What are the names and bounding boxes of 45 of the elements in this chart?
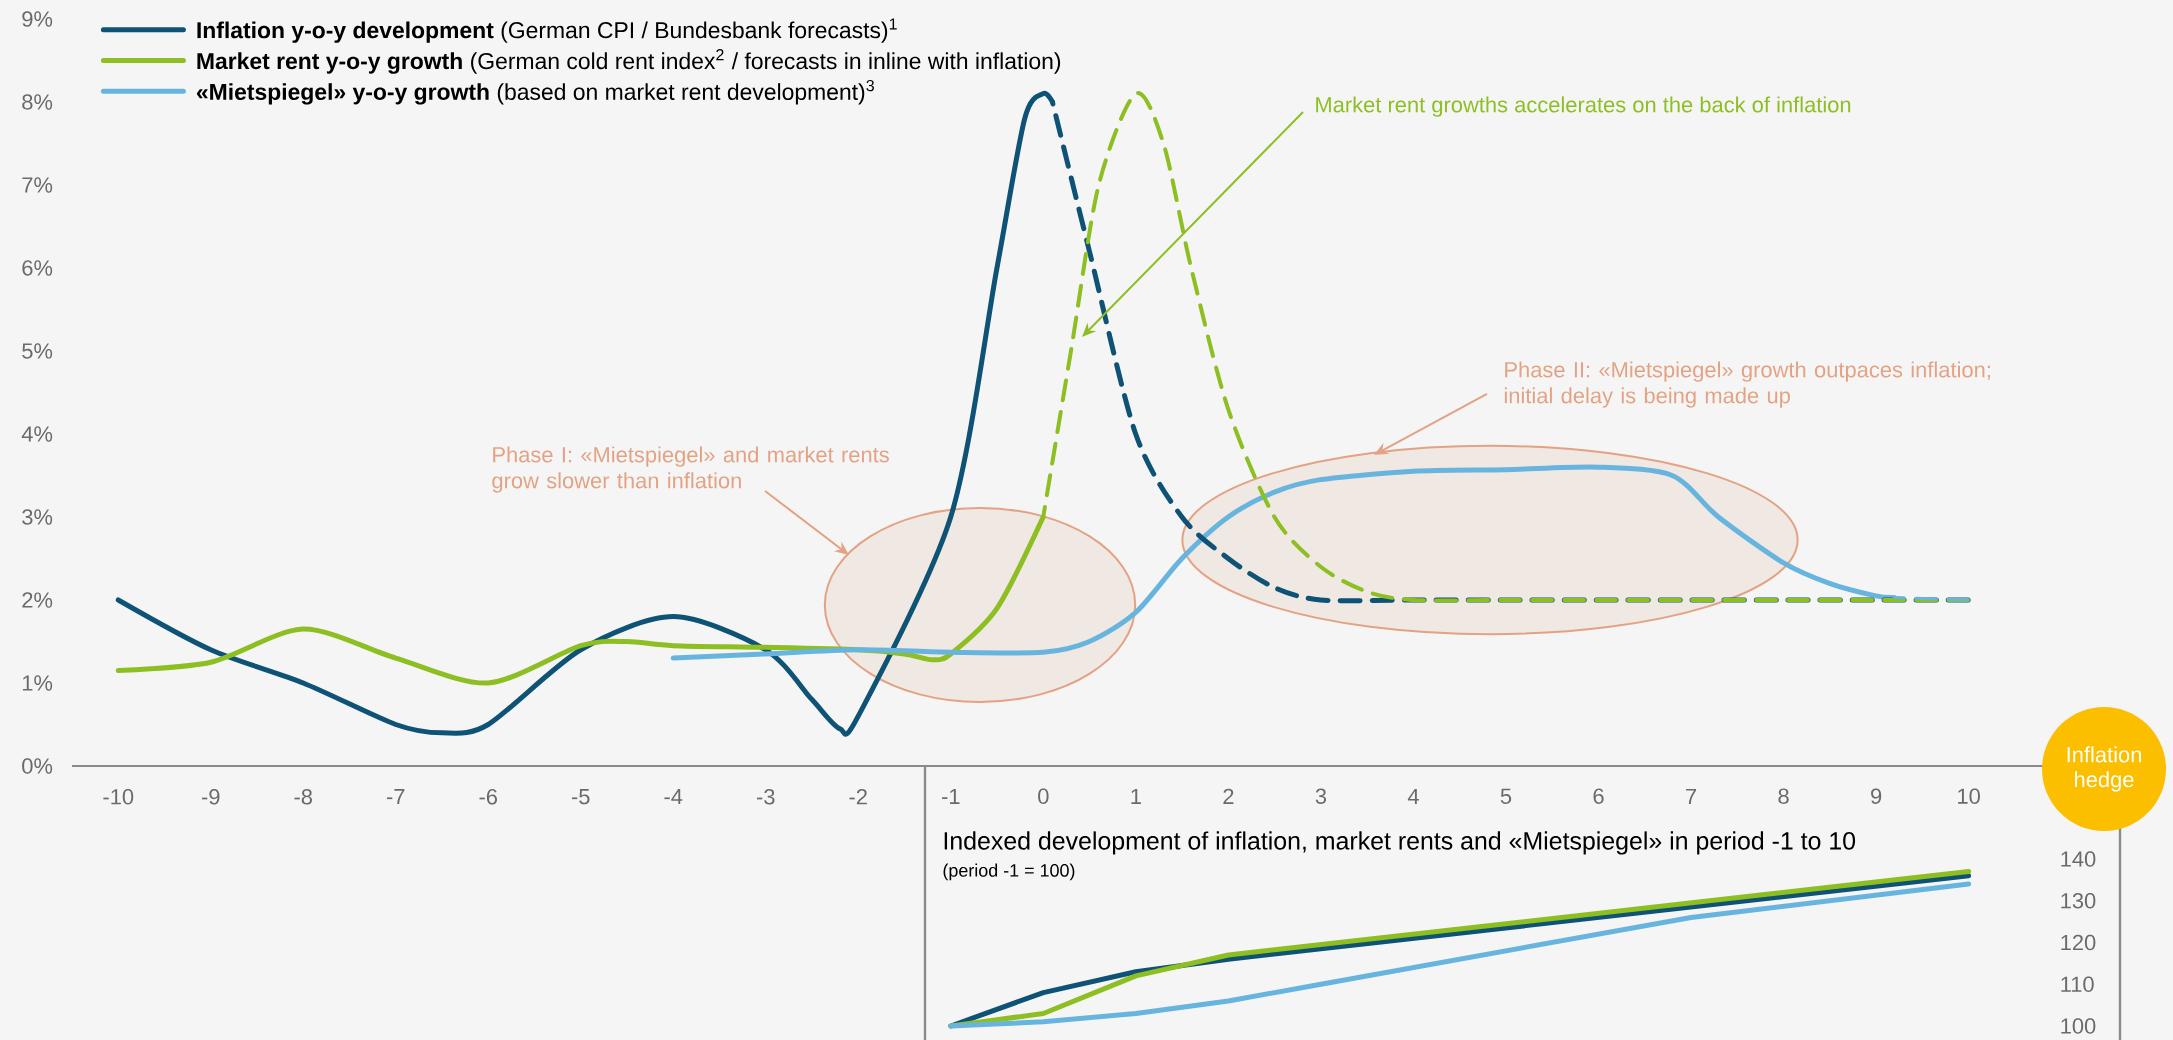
x-tick-label: 4 — [1407, 788, 1419, 804]
x-tick-label: 8 — [1778, 788, 1789, 804]
y-tick-label: 140 — [2061, 851, 2096, 867]
y-tick-label: 120 — [2061, 934, 2096, 951]
y-tick-label: 9% — [22, 11, 53, 27]
x-tick-label: 0 — [1038, 788, 1049, 804]
y-tick-label: 6% — [22, 260, 53, 276]
x-tick-label: -5 — [571, 789, 590, 805]
legend-label: Inflation y-o-y development (German CPI / Bundesbank forecasts)$^{1}$ — [197, 18, 897, 43]
x-tick-label: -9 — [201, 789, 220, 805]
y-tick-label: 2% — [22, 592, 53, 608]
y-tick-label: 3% — [22, 509, 53, 525]
y-tick-label: 100 — [2061, 1018, 2096, 1034]
y-tick-label: 0% — [22, 758, 53, 774]
x-tick-label: -10 — [103, 789, 134, 805]
x-tick-label: -3 — [756, 789, 775, 805]
x-tick-label: 1 — [1131, 788, 1141, 804]
y-tick-label: 5% — [22, 343, 53, 359]
y-tick-label: 1% — [22, 675, 53, 691]
x-tick-label: -2 — [849, 789, 867, 805]
x-tick-label: 3 — [1315, 788, 1327, 804]
x-tick-label: 7 — [1686, 788, 1697, 804]
annotation: Phase I: «Mietspiegel» and market rents grow slower than inflation — [492, 446, 889, 493]
x-tick-label: 10 — [1958, 788, 1980, 804]
annotation: Market rent growths accelerates on the back of inflation — [1316, 96, 1851, 117]
x-tick-label: -1 — [942, 788, 960, 804]
x-tick-label: 5 — [1500, 788, 1512, 804]
x-tick-label: 6 — [1593, 788, 1604, 804]
chart-subtitle: (period -1 = 100) — [943, 863, 1075, 881]
y-tick-label: 110 — [2061, 976, 2094, 992]
annotation: Inflation hedge — [2067, 746, 2141, 792]
chart-title: Indexed development of inflation, market rents and «Mietspiegel» in period -1 to 10 — [944, 831, 1856, 855]
x-tick-label: -6 — [479, 789, 498, 805]
annotation: Phase II: «Mietspiegel» growth outpaces inflation; initial delay is being made up — [1504, 361, 1990, 408]
x-tick-label: -4 — [664, 789, 683, 805]
x-tick-label: 2 — [1223, 788, 1234, 804]
x-tick-label: -8 — [294, 789, 313, 805]
x-tick-label: 9 — [1871, 788, 1882, 804]
legend-label: «Mietspiegel» y-o-y growth (based on market rent development)$^{3}$ — [196, 79, 874, 105]
legend-label: Market rent y-o-y growth (German cold rent index$^{2}$ / forecasts in inline with inflation) — [197, 49, 1061, 74]
y-tick-label: 4% — [21, 426, 53, 442]
y-tick-label: 7% — [22, 177, 53, 193]
y-tick-label: 8% — [22, 94, 53, 110]
y-tick-label: 130 — [2061, 892, 2096, 909]
x-tick-label: -7 — [386, 789, 405, 805]
